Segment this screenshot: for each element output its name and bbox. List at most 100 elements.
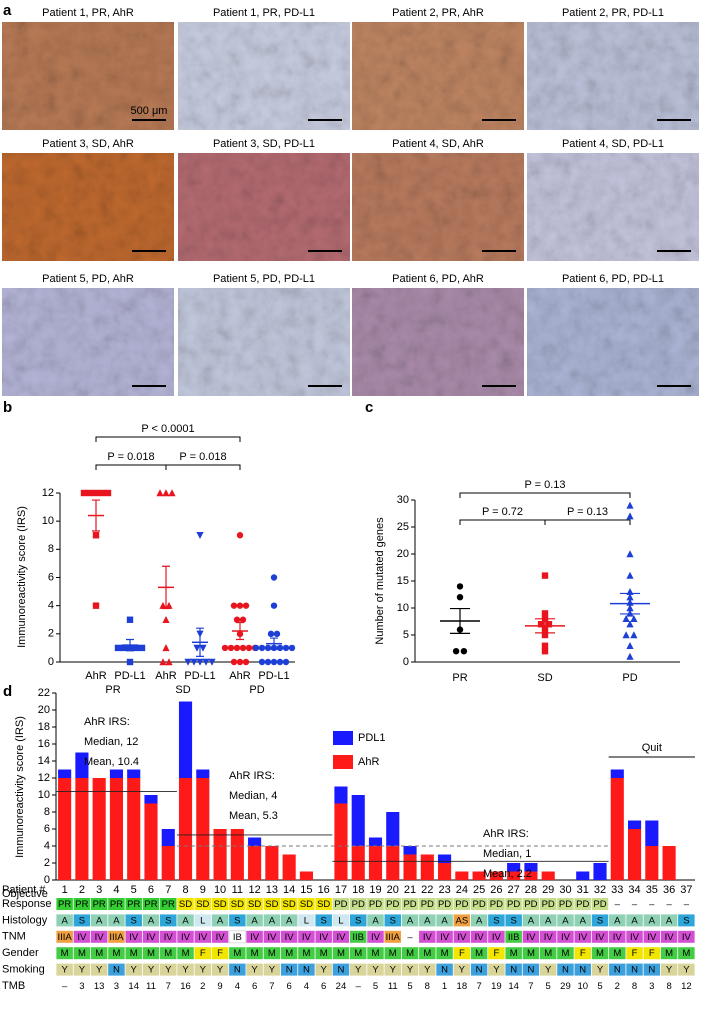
cell-text: Y xyxy=(545,965,552,976)
cell-text: PD xyxy=(455,899,468,910)
table-cell xyxy=(211,963,229,976)
cell-text: A xyxy=(649,915,656,926)
table-cell xyxy=(332,947,350,960)
cell-text: PD xyxy=(369,899,382,910)
data-point xyxy=(162,615,170,623)
x-tick-label: PD xyxy=(622,672,637,684)
cell-text: Y xyxy=(390,965,397,976)
data-point xyxy=(159,658,167,666)
x-tick-label: 10 xyxy=(214,884,226,896)
y-tick-label: 22 xyxy=(38,687,50,699)
table-cell xyxy=(419,914,436,927)
bar-segment xyxy=(645,820,659,846)
sem-bar xyxy=(450,607,470,634)
table-cell xyxy=(177,930,194,943)
data-point xyxy=(452,648,460,655)
x-tick-label: 33 xyxy=(611,884,623,896)
y-tick-label: 16 xyxy=(38,738,50,750)
bar-segment xyxy=(645,846,659,880)
x-tick-label: SD xyxy=(537,672,552,684)
table-cell xyxy=(332,898,350,910)
bar-segment xyxy=(524,863,538,872)
x-tick-label: 14 xyxy=(283,884,295,896)
table-cell xyxy=(488,898,505,910)
annotation: AhR IRS: xyxy=(84,716,130,728)
table-cell xyxy=(367,963,384,976)
bar-segment xyxy=(58,769,72,778)
cell-text: PR xyxy=(127,899,140,910)
annotation: Mean, 5.3 xyxy=(229,810,278,822)
data-point xyxy=(196,532,204,540)
bar-segment xyxy=(282,854,296,880)
table-cell xyxy=(384,963,402,976)
table-cell xyxy=(367,914,384,927)
y-tick-label: 10 xyxy=(397,602,409,614)
cell-text: IB xyxy=(233,932,242,943)
cell-text: 12 xyxy=(681,981,692,992)
cell-text: 7 xyxy=(269,981,274,992)
table-cell xyxy=(125,898,142,910)
p-value-label: P = 0.13 xyxy=(524,479,565,491)
data-point xyxy=(626,550,634,558)
bar-segment xyxy=(161,846,175,880)
cell-text: IV xyxy=(181,932,191,943)
bar-segment xyxy=(196,778,210,880)
cell-text: – xyxy=(407,932,413,943)
cell-text: Y xyxy=(131,965,138,976)
data-point xyxy=(80,489,88,497)
cell-text: M xyxy=(182,948,190,959)
cell-text: IIB xyxy=(508,932,520,943)
cell-text: M xyxy=(596,948,604,959)
data-point xyxy=(132,644,140,652)
cell-text: PR xyxy=(93,899,106,910)
row-label: TMB xyxy=(2,980,25,992)
cell-text: – xyxy=(666,899,672,910)
table-cell xyxy=(160,947,177,960)
cell-text: IV xyxy=(440,932,450,943)
cell-text: – xyxy=(684,899,690,910)
cell-text: M xyxy=(147,948,155,959)
cell-text: M xyxy=(527,948,535,959)
significance-bracket xyxy=(95,464,167,470)
y-axis-label: Immunoreactivity score (IRS) xyxy=(14,716,26,858)
table-cell xyxy=(574,963,591,976)
y-tick-label: 0 xyxy=(44,874,50,886)
x-tick-label: 4 xyxy=(113,884,119,896)
cell-text: 6 xyxy=(287,981,292,992)
table-cell xyxy=(678,930,695,943)
cell-text: 11 xyxy=(146,981,156,992)
cell-text: SD xyxy=(231,899,244,910)
table-cell xyxy=(108,947,125,960)
table-cell xyxy=(56,914,73,927)
x-tick-label: 16 xyxy=(318,884,330,896)
table-cell xyxy=(626,963,643,976)
cell-text: M xyxy=(337,948,345,959)
table-cell xyxy=(401,947,419,960)
cell-text: 5 xyxy=(373,981,378,992)
data-point xyxy=(288,644,296,652)
data-point xyxy=(165,658,173,666)
cell-text: SD xyxy=(248,899,261,910)
micrograph-texture xyxy=(527,288,699,396)
data-point xyxy=(239,616,247,623)
table-cell xyxy=(678,947,695,960)
cell-text: Y xyxy=(666,965,673,976)
y-tick-label: 2 xyxy=(48,628,54,640)
data-point xyxy=(541,572,549,579)
p-value-label: P = 0.018 xyxy=(179,451,226,463)
table-cell xyxy=(453,914,471,927)
cell-text: 4 xyxy=(304,981,309,992)
table-cell xyxy=(470,930,488,943)
cell-text: A xyxy=(217,915,224,926)
cell-text: A xyxy=(407,915,414,926)
data-point xyxy=(276,658,284,666)
table-cell xyxy=(626,947,643,960)
table-cell xyxy=(470,898,488,910)
table-cell xyxy=(142,914,160,927)
cell-text: 5 xyxy=(546,981,551,992)
cell-text: 5 xyxy=(407,981,412,992)
cell-text: Y xyxy=(355,965,362,976)
cell-text: M xyxy=(164,948,172,959)
x-tick-label: 13 xyxy=(266,884,278,896)
row-label: Patient # xyxy=(2,884,46,896)
